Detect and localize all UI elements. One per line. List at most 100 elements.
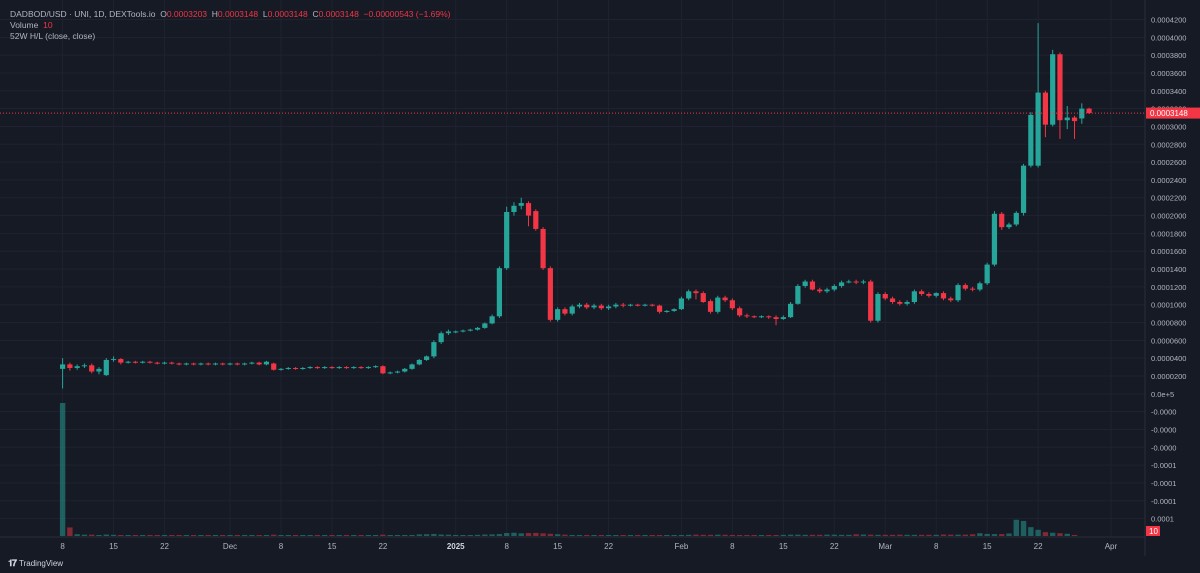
legend-o-label: O: [160, 9, 167, 19]
candle-body: [766, 316, 772, 318]
volume-bar: [1071, 534, 1078, 536]
volume-bar: [176, 535, 182, 536]
candle-body: [227, 363, 233, 365]
candle-body: [445, 331, 452, 334]
volume-bar: [824, 534, 830, 536]
volume-bar: [351, 535, 357, 536]
candle-body: [329, 367, 335, 369]
candle-body: [125, 361, 131, 363]
legend-volume-row[interactable]: Volume 10: [10, 20, 451, 31]
price-tick-label: 0.0001: [1151, 515, 1174, 524]
volume-bar: [278, 535, 284, 536]
volume-bar: [511, 532, 517, 536]
volume-bar: [809, 534, 816, 536]
time-tick-label: 15: [779, 542, 788, 551]
volume-bar: [489, 534, 495, 536]
candle-body: [373, 366, 379, 368]
volume-bar: [67, 527, 73, 536]
price-tick-label: 0.0002600: [1151, 158, 1186, 167]
candle-body: [336, 367, 342, 369]
volume-bar: [715, 534, 721, 536]
candle-body: [882, 293, 888, 299]
candle-body: [955, 285, 961, 301]
candle-body: [707, 301, 714, 312]
volume-bar: [678, 534, 685, 536]
price-tick-label: 0.0001400: [1151, 265, 1186, 274]
time-tick-label: 15: [328, 542, 337, 551]
candle-body: [758, 316, 765, 318]
chart-legend: DADBOD/USD · UNI, 1D, DEXTools.io O 0.000…: [10, 9, 451, 42]
legend-52w-indicator[interactable]: 52W H/L (close, close): [10, 31, 451, 42]
time-tick-label: 15: [109, 542, 118, 551]
volume-bar: [780, 534, 787, 536]
price-tick-label: 0.0001200: [1151, 283, 1186, 292]
volume-bar: [438, 534, 444, 536]
candle-body: [110, 359, 117, 361]
volume-bar: [241, 535, 248, 536]
candle-body: [424, 356, 430, 360]
candle-body: [387, 372, 393, 374]
volume-bar: [802, 534, 808, 536]
volume-bar: [984, 533, 990, 536]
axis-badges: 0.0003148 10: [1146, 107, 1200, 536]
candle-body: [198, 363, 204, 365]
candle-body: [438, 333, 444, 343]
volume-bar: [263, 535, 270, 536]
volume-bar: [431, 533, 437, 536]
candle-body: [831, 285, 837, 290]
candle-body: [635, 304, 641, 306]
candle-body: [678, 298, 684, 310]
volume-bar: [540, 533, 546, 536]
volume-bar: [503, 533, 510, 536]
volume-bar: [838, 534, 845, 536]
volume-bar: [205, 535, 211, 536]
volume-bar: [307, 535, 313, 536]
volume-bar: [1064, 533, 1070, 536]
volume-bar: [875, 534, 881, 536]
volume-bar: [605, 535, 612, 536]
candle-body: [482, 323, 488, 328]
volume-bar: [955, 534, 961, 536]
candle-body: [89, 365, 95, 372]
price-tick-label: 0.0003400: [1151, 87, 1186, 96]
candle-body: [1013, 212, 1019, 225]
candle-body: [547, 268, 553, 320]
tradingview-branding[interactable]: 𝟏𝟕 TradingView: [8, 558, 63, 569]
time-tick-label: Dec: [223, 542, 237, 551]
volume-bar: [656, 535, 663, 536]
candle-body: [620, 304, 626, 306]
volume-bar: [220, 535, 226, 536]
volume-bar: [372, 535, 379, 536]
volume-bar: [460, 535, 466, 536]
candle-body: [1050, 54, 1056, 125]
tradingview-logo-icon: 𝟏𝟕: [8, 558, 17, 568]
time-tick-label: 8: [504, 542, 509, 551]
price-tick-label: 0.0002800: [1151, 140, 1186, 149]
volume-bar: [853, 534, 859, 536]
candle-body: [846, 281, 852, 283]
legend-c-label: C: [312, 9, 319, 19]
last-price-badge-text: 0.0003148: [1150, 109, 1188, 118]
candle-body: [533, 211, 539, 229]
volume-bar: [1049, 532, 1056, 536]
volume-bars: [59, 403, 1078, 536]
volume-bar: [365, 535, 372, 536]
volume-bar: [744, 535, 750, 536]
volume-bar: [969, 534, 976, 536]
volume-bar: [453, 534, 459, 536]
candle-body: [664, 310, 670, 312]
time-tick-label: 8: [934, 542, 939, 551]
candle-body: [576, 304, 583, 307]
volume-bar: [649, 535, 655, 536]
volume-bar: [758, 535, 765, 536]
candle-body: [795, 285, 801, 304]
last-price-badge: [1146, 107, 1200, 119]
legend-high-value: 0.0003148: [217, 9, 259, 19]
price-axis-panel[interactable]: [1145, 0, 1200, 573]
time-axis-labels[interactable]: 8 15 22 Dec 8 15 22 2025 8 15 22 Feb 8 15 22 Mar 8 15 22 Ap…: [60, 542, 1117, 551]
volume-bar: [948, 534, 954, 536]
price-tick-label: -0.0001: [1151, 461, 1176, 470]
grid-lines: [0, 0, 1145, 537]
legend-symbol[interactable]: DADBOD/USD · UNI, 1D, DEXTools.io: [10, 9, 156, 19]
